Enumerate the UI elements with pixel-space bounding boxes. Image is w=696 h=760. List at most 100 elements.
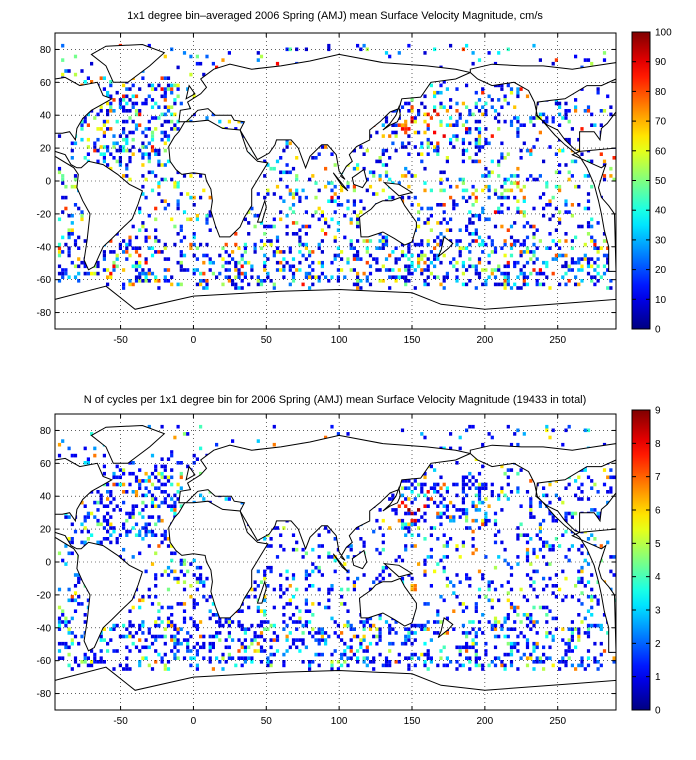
data-cell	[227, 652, 231, 657]
data-cell	[542, 660, 546, 664]
data-cell	[538, 239, 542, 243]
data-cell	[304, 246, 308, 250]
data-cell	[529, 511, 533, 516]
data-cell	[375, 547, 379, 552]
data-cell	[109, 533, 113, 537]
data-cell	[240, 623, 244, 628]
data-cell	[263, 569, 267, 574]
data-cell	[301, 631, 305, 635]
data-cell	[176, 576, 180, 581]
data-cell	[449, 500, 453, 505]
data-cell	[144, 134, 148, 138]
data-cell	[157, 152, 161, 156]
data-cell	[99, 145, 103, 149]
data-cell	[436, 620, 440, 624]
data-cell	[237, 271, 241, 276]
data-cell	[525, 540, 530, 545]
data-cell	[279, 217, 283, 222]
data-cell	[195, 587, 199, 592]
data-cell	[439, 83, 443, 88]
data-cell	[317, 631, 321, 635]
data-cell	[57, 170, 62, 175]
data-cell	[599, 544, 603, 548]
data-cell	[586, 224, 591, 229]
data-cell	[336, 246, 340, 250]
data-cell	[173, 652, 177, 657]
data-cell	[221, 656, 225, 660]
data-cell	[590, 533, 594, 537]
data-cell	[125, 663, 129, 668]
data-cell	[138, 660, 142, 664]
data-cell	[67, 446, 71, 451]
data-cell	[365, 188, 369, 193]
data-cell	[484, 518, 488, 523]
data-cell	[176, 627, 180, 631]
data-cell	[304, 257, 308, 261]
data-cell	[394, 511, 398, 516]
data-cell	[410, 490, 414, 494]
data-cell	[471, 475, 475, 480]
data-cell	[163, 163, 167, 167]
data-cell	[429, 213, 433, 218]
data-cell	[378, 156, 382, 160]
data-cell	[497, 268, 501, 272]
data-cell	[311, 268, 315, 272]
data-cell	[343, 275, 347, 279]
data-cell	[522, 282, 526, 287]
data-cell	[551, 119, 555, 124]
data-cell	[522, 250, 526, 254]
data-cell	[506, 598, 510, 603]
data-cell	[128, 529, 132, 534]
data-cell	[311, 569, 315, 574]
data-cell	[551, 116, 555, 120]
data-cell	[73, 264, 78, 269]
data-cell	[542, 544, 546, 548]
data-cell	[442, 569, 446, 574]
data-cell	[189, 174, 193, 178]
data-cell	[413, 195, 417, 200]
data-cell	[477, 275, 482, 279]
data-cell	[503, 616, 507, 621]
data-cell	[516, 181, 520, 185]
data-cell	[465, 605, 469, 610]
data-cell	[481, 576, 485, 581]
data-cell	[532, 177, 536, 182]
data-cell	[237, 649, 241, 653]
data-cell	[259, 221, 264, 225]
data-cell	[250, 656, 254, 660]
data-cell	[493, 533, 498, 537]
data-cell	[564, 511, 568, 516]
data-cell	[160, 471, 164, 476]
data-cell	[150, 246, 155, 250]
data-cell	[330, 584, 334, 588]
data-cell	[570, 594, 574, 599]
data-cell	[554, 253, 558, 258]
data-cell	[439, 242, 443, 247]
data-cell	[208, 656, 212, 660]
data-cell	[202, 72, 206, 77]
data-cell	[195, 667, 199, 671]
data-cell	[404, 511, 408, 516]
data-cell	[256, 51, 260, 55]
y-tick-label: 0	[45, 177, 51, 188]
data-cell	[602, 51, 607, 55]
data-cell	[243, 271, 247, 276]
data-cell	[599, 663, 603, 668]
data-cell	[449, 260, 453, 265]
data-cell	[317, 663, 321, 668]
data-cell	[384, 148, 389, 153]
data-cell	[61, 656, 65, 660]
data-cell	[179, 268, 183, 272]
data-cell	[234, 286, 238, 290]
data-cell	[545, 275, 549, 279]
data-cell	[538, 500, 542, 505]
data-cell	[413, 497, 417, 501]
x-tick-label: 150	[404, 716, 421, 727]
data-cell	[227, 253, 231, 258]
data-cell	[320, 213, 324, 218]
data-cell	[609, 569, 613, 574]
data-cell	[202, 645, 206, 650]
data-cell	[308, 250, 312, 254]
data-cell	[298, 616, 302, 621]
data-cell	[506, 627, 510, 631]
